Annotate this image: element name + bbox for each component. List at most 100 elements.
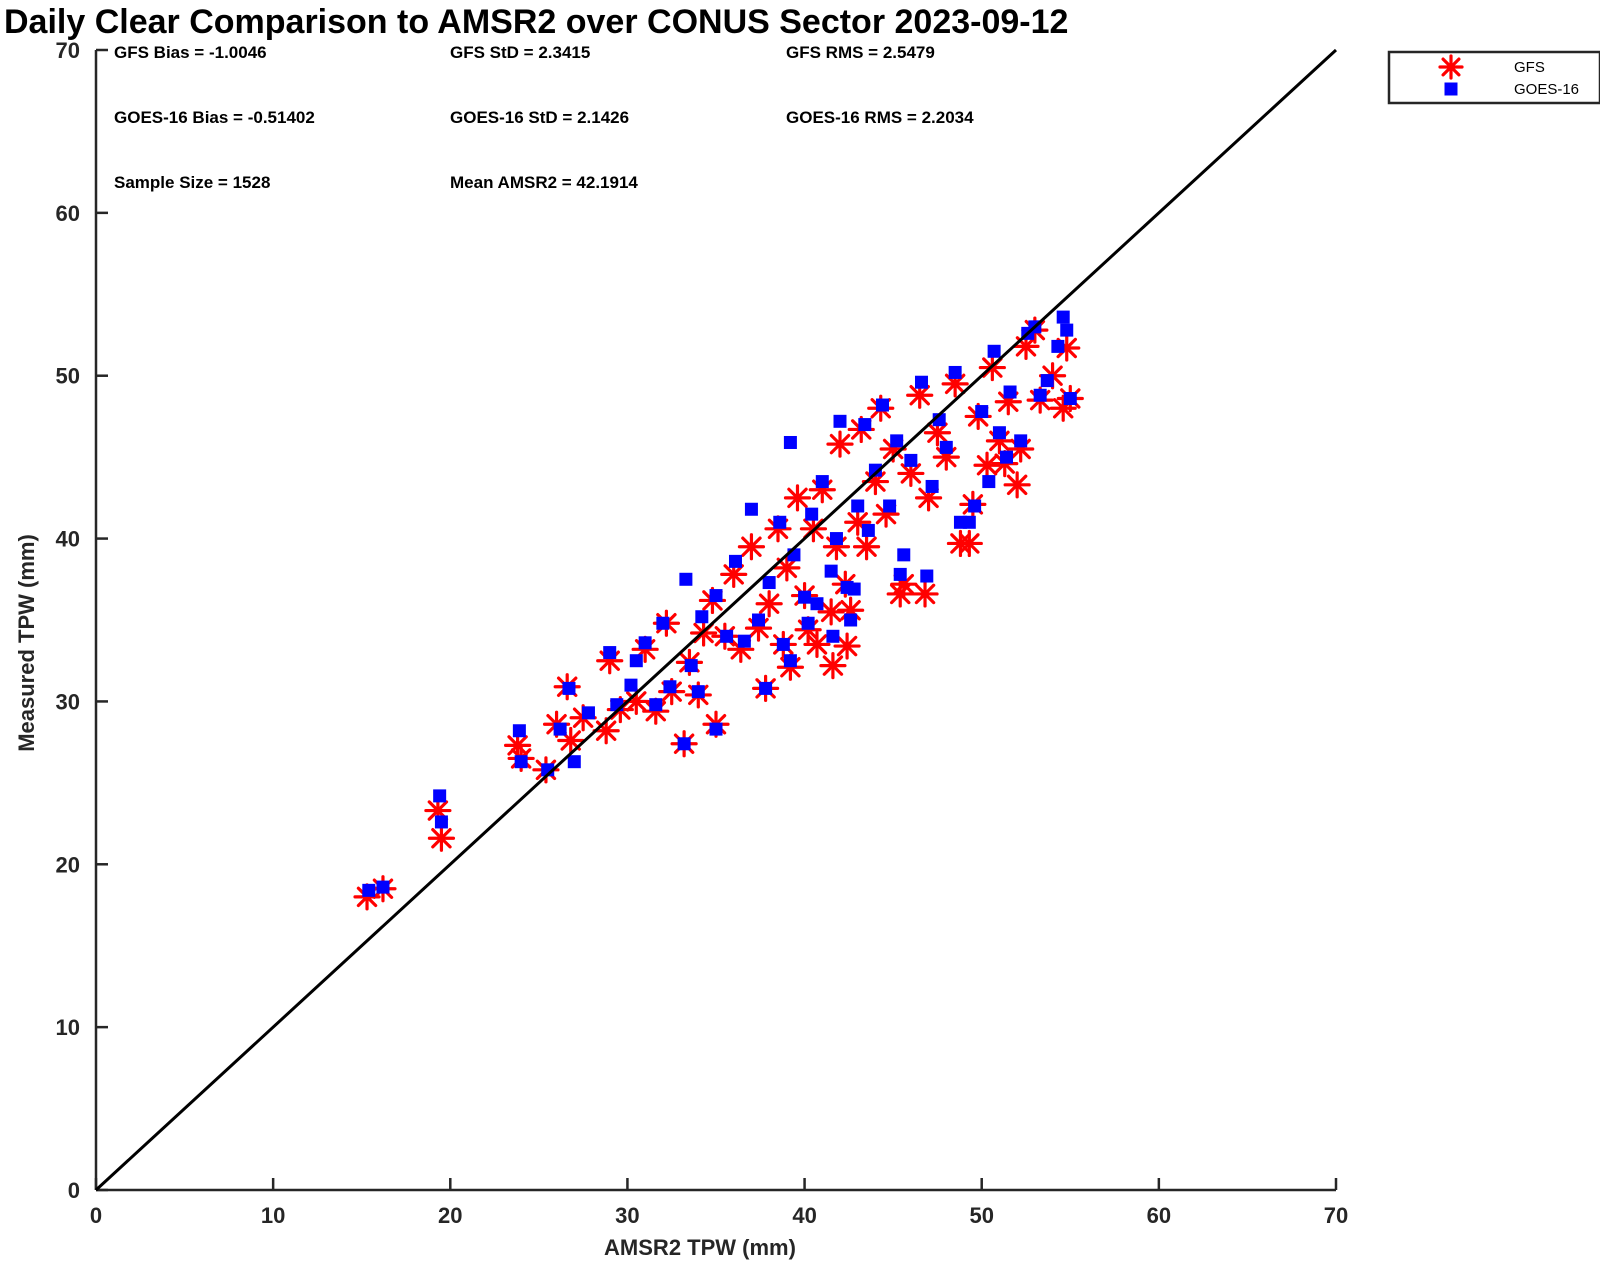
goes-16-point [376,880,390,894]
goes-16-point [992,426,1006,440]
goes-16-point [638,636,652,650]
statistics-annotations: GFS Bias = -1.0046 GFS StD = 2.3415 GFS RM… [114,43,974,192]
goes-16-point [1040,374,1054,388]
gfs-point [994,388,1022,416]
goes-16-point [833,414,847,428]
goes-16-point [581,706,595,720]
goes-16-point [691,685,705,699]
gfs-point [737,533,766,561]
goes-16-point [897,548,911,562]
x-axis-ticks: 0 10 20 30 40 50 60 70 [90,1178,1348,1228]
y-tick-label: 30 [56,689,80,714]
goes-16-point [805,507,819,521]
x-tick-label: 10 [261,1203,285,1228]
stat-label: GOES-16 StD = 2.1426 [450,108,629,127]
goes-16-point [847,582,861,596]
goes-16-point [709,722,723,736]
goes-16-point [975,405,989,419]
gfs-point [833,632,861,660]
goes-16-point [948,365,962,379]
gfs-point [852,533,881,561]
goes-16-point [968,499,982,513]
goes-16-point [893,567,907,581]
gfs-point [803,630,831,659]
legend-goes-16-marker [1444,82,1458,96]
goes-16-point [362,883,376,897]
x-tick-label: 60 [1147,1203,1171,1228]
legend-box [1387,50,1600,105]
goes-16-point [925,479,939,493]
goes-16-point [1014,434,1028,448]
goes-16-point [987,344,1001,358]
goes-16-point [851,499,865,513]
goes-16-point [876,398,890,412]
gfs-point [783,484,812,512]
goes-16-point [904,453,918,467]
x-tick-label: 70 [1324,1203,1348,1228]
goes-16-point [826,629,840,643]
goes-16-point [1000,450,1014,464]
goes-16-point [914,375,928,389]
goes-16-point [824,564,838,578]
goes-16-point [728,554,742,568]
stat-label: GFS StD = 2.3415 [450,43,590,62]
y-axis-ticks: 0 10 20 30 40 50 60 70 [56,38,108,1203]
goes-16-point [829,532,843,546]
series-goes-16 [362,310,1077,897]
goes-16-point [562,681,576,695]
gfs-point [973,451,1001,479]
goes-16-point [801,616,815,630]
goes-16-point [920,569,934,583]
x-tick-label: 30 [615,1203,639,1228]
goes-16-point [663,680,677,694]
y-tick-label: 50 [56,364,80,389]
stat-label: GFS RMS = 2.5479 [786,43,935,62]
goes-16-point [720,629,734,643]
legend-gfs-marker [1438,54,1464,80]
goes-16-point [695,610,709,624]
goes-16-point [1003,385,1017,399]
goes-16-point [783,654,797,668]
goes-16-point [514,755,528,769]
x-axis-label: AMSR2 TPW (mm) [604,1235,796,1260]
y-tick-label: 0 [68,1178,80,1203]
y-tick-label: 70 [56,38,80,63]
y-tick-label: 20 [56,852,80,877]
goes-16-point [709,589,723,603]
gfs-point [890,570,918,598]
y-tick-label: 10 [56,1015,80,1040]
goes-16-point [798,590,812,604]
goes-16-point [649,698,663,712]
stat-label: Sample Size = 1528 [114,173,270,192]
x-tick-label: 0 [90,1203,102,1228]
x-tick-label: 20 [438,1203,462,1228]
legend: GFS GOES-16 [1387,50,1600,105]
y-tick-label: 60 [56,201,80,226]
goes-16-point [1033,388,1047,402]
gfs-point [819,651,847,680]
axes-frame [94,50,1336,1192]
goes-16-point [883,499,897,513]
goes-16-point [629,654,643,668]
gfs-point [906,381,934,409]
goes-16-point [744,502,758,516]
goes-16-point [962,515,976,529]
goes-16-point [752,613,766,627]
goes-16-point [773,515,787,529]
one-to-one-reference-line [94,48,1338,1192]
gfs-point [427,824,456,852]
goes-16-point [844,613,858,627]
stat-label: GFS Bias = -1.0046 [114,43,267,62]
gfs-point [1003,471,1031,499]
goes-16-point [553,722,567,736]
goes-16-point [890,434,904,448]
goes-16-point [1060,323,1074,337]
goes-16-point [776,637,790,651]
legend-gfs-asterisk [1438,54,1464,80]
x-tick-label: 40 [792,1203,816,1228]
gfs-point [755,590,783,618]
goes-16-point [858,418,872,432]
goes-16-point [810,597,824,611]
goes-16-point [567,755,581,769]
